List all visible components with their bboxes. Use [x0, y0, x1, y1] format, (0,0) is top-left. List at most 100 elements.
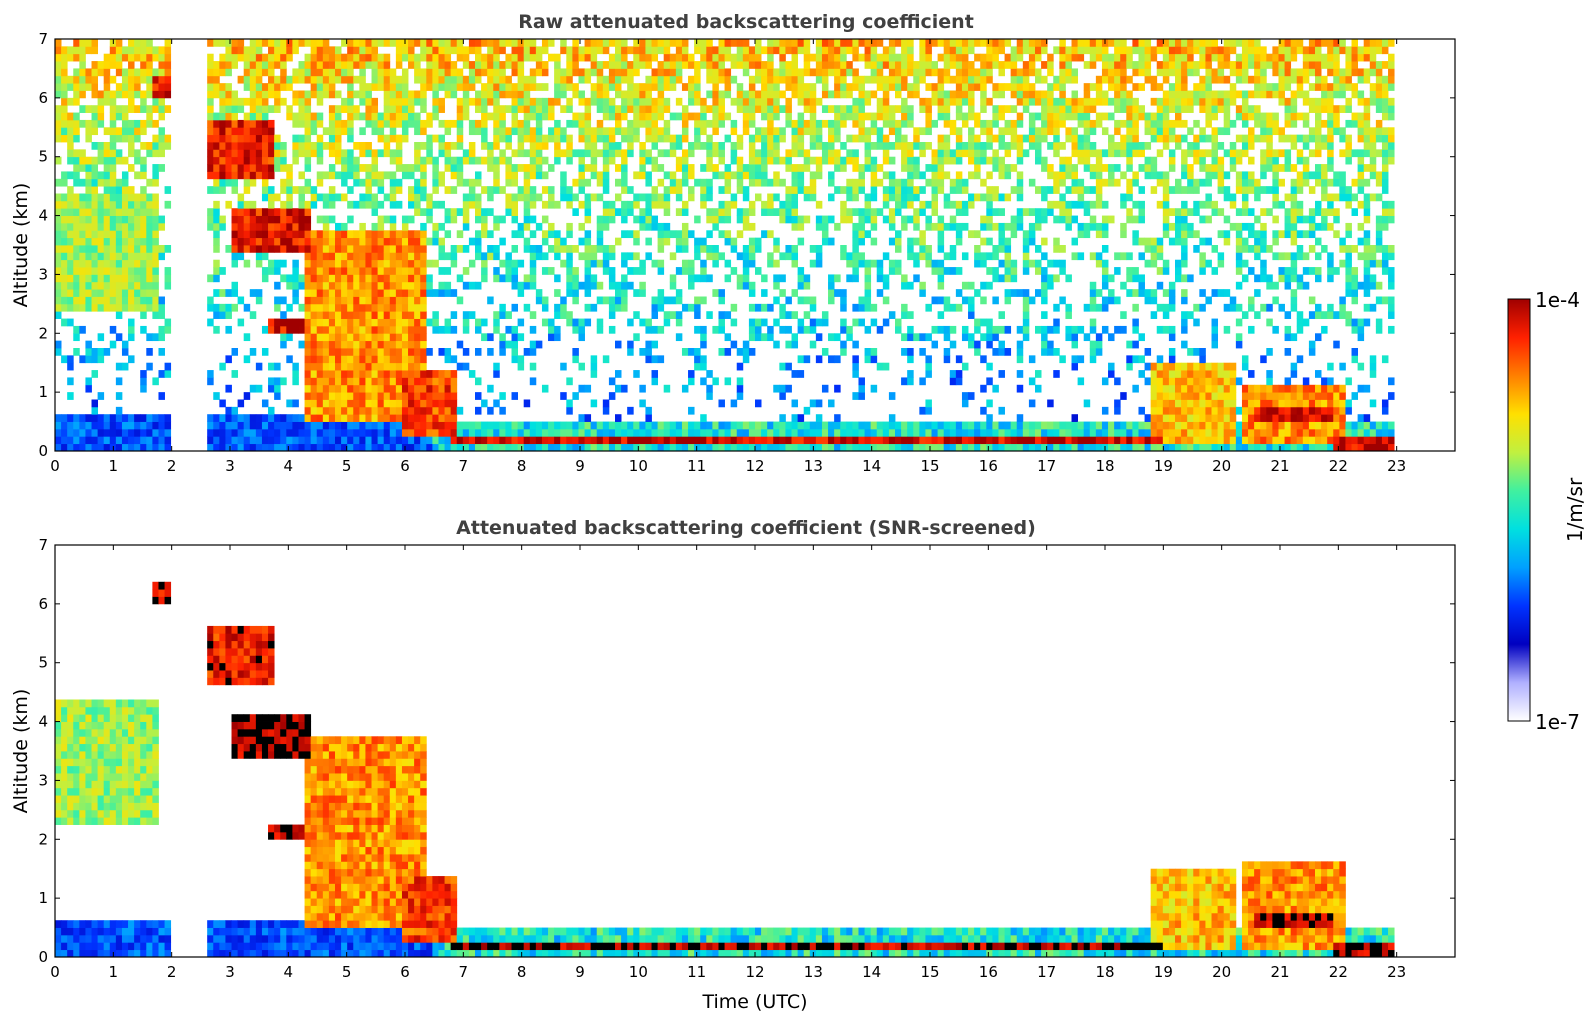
heatmap-cell [408, 267, 415, 275]
heatmap-cell [718, 186, 725, 194]
heatmap-cell [444, 39, 452, 47]
heatmap-cell [931, 222, 939, 231]
heatmap-cell [761, 443, 768, 452]
heatmap-cell [243, 208, 251, 216]
heatmap-cell [718, 311, 725, 319]
heatmap-cell [529, 267, 537, 275]
heatmap-cell [505, 134, 512, 143]
heatmap-cell [870, 259, 878, 268]
heatmap-cell [615, 127, 622, 136]
heatmap-cell [700, 46, 707, 55]
heatmap-cell [840, 208, 847, 216]
heatmap-cell [115, 274, 123, 283]
heatmap-cell [712, 127, 719, 136]
heatmap-cell [487, 90, 494, 99]
heatmap-cell [828, 428, 835, 437]
heatmap-cell [955, 428, 963, 437]
heatmap-cell [377, 340, 385, 349]
heatmap-cell [292, 296, 299, 305]
heatmap-cell [961, 399, 969, 408]
heatmap-cell [79, 193, 86, 202]
heatmap-cell [584, 245, 592, 253]
heatmap-cell [456, 340, 464, 349]
heatmap-cell [475, 318, 482, 327]
heatmap-cell [85, 303, 92, 312]
heatmap-cell [694, 436, 701, 445]
heatmap-cell [383, 436, 391, 445]
heatmap-cell [487, 97, 494, 106]
heatmap-cell [688, 193, 695, 202]
heatmap-cell [67, 428, 74, 437]
heatmap-cell [700, 325, 707, 334]
heatmap-cell [767, 90, 774, 99]
heatmap-cell [493, 46, 500, 55]
heatmap-cell [261, 186, 269, 194]
heatmap-cell [426, 193, 433, 202]
heatmap-cell [79, 237, 86, 246]
heatmap-cell [487, 230, 494, 239]
heatmap-cell [359, 142, 366, 150]
heatmap-cell [773, 193, 780, 202]
heatmap-cell [955, 149, 963, 158]
heatmap-cell [834, 75, 841, 84]
heatmap-cell [493, 245, 500, 253]
heatmap-cell [462, 348, 470, 356]
heatmap-cell [700, 414, 707, 422]
heatmap-cell [426, 406, 433, 415]
heatmap-cell [109, 296, 117, 305]
heatmap-cell [146, 362, 153, 371]
heatmap-cell [566, 68, 573, 77]
heatmap-cell [274, 208, 281, 216]
heatmap-cell [310, 200, 318, 209]
heatmap-cell [310, 281, 318, 290]
heatmap-cell [797, 97, 805, 106]
heatmap-cell [834, 61, 841, 69]
heatmap-cell [389, 222, 397, 231]
heatmap-cell [493, 215, 500, 224]
heatmap-cell [353, 267, 360, 275]
heatmap-cell [91, 289, 99, 297]
heatmap-cell [529, 149, 537, 158]
heatmap-cell [925, 370, 932, 378]
heatmap-cell [755, 149, 762, 158]
heatmap-cell [146, 274, 153, 283]
heatmap-cell [61, 318, 68, 327]
heatmap-cell [858, 112, 865, 121]
heatmap-cell [791, 142, 799, 150]
heatmap-cell [109, 46, 117, 55]
heatmap-cell [724, 134, 732, 143]
heatmap-cell [505, 53, 512, 62]
heatmap-cell [706, 208, 713, 216]
heatmap-cell [481, 428, 488, 437]
heatmap-cell [907, 83, 914, 91]
heatmap-cell [341, 325, 348, 334]
heatmap-cell [548, 230, 555, 239]
heatmap-cell [91, 164, 99, 172]
heatmap-cell [414, 259, 421, 268]
heatmap-cell [840, 119, 847, 128]
heatmap-cell [371, 208, 379, 216]
heatmap-cell [322, 303, 330, 312]
heatmap-cell [487, 245, 494, 253]
heatmap-cell [134, 259, 141, 268]
heatmap-cell [688, 443, 695, 452]
heatmap-cell [286, 245, 293, 253]
heatmap-cell [876, 178, 884, 187]
heatmap-cell [736, 230, 744, 239]
heatmap-cell [128, 274, 135, 283]
heatmap-cell [651, 421, 659, 430]
heatmap-cell [146, 443, 153, 452]
heatmap-cell [803, 325, 811, 334]
heatmap-cell [712, 436, 719, 445]
heatmap-cell [462, 149, 470, 158]
heatmap-cell [907, 311, 914, 319]
heatmap-cell [328, 127, 336, 136]
heatmap-cell [353, 406, 360, 415]
heatmap-cell [389, 156, 397, 165]
heatmap-cell [633, 370, 640, 378]
heatmap-cell [785, 75, 792, 84]
heatmap-cell [408, 436, 415, 445]
heatmap-cell [791, 164, 799, 172]
heatmap-cell [663, 428, 671, 437]
heatmap-cell [231, 156, 239, 165]
